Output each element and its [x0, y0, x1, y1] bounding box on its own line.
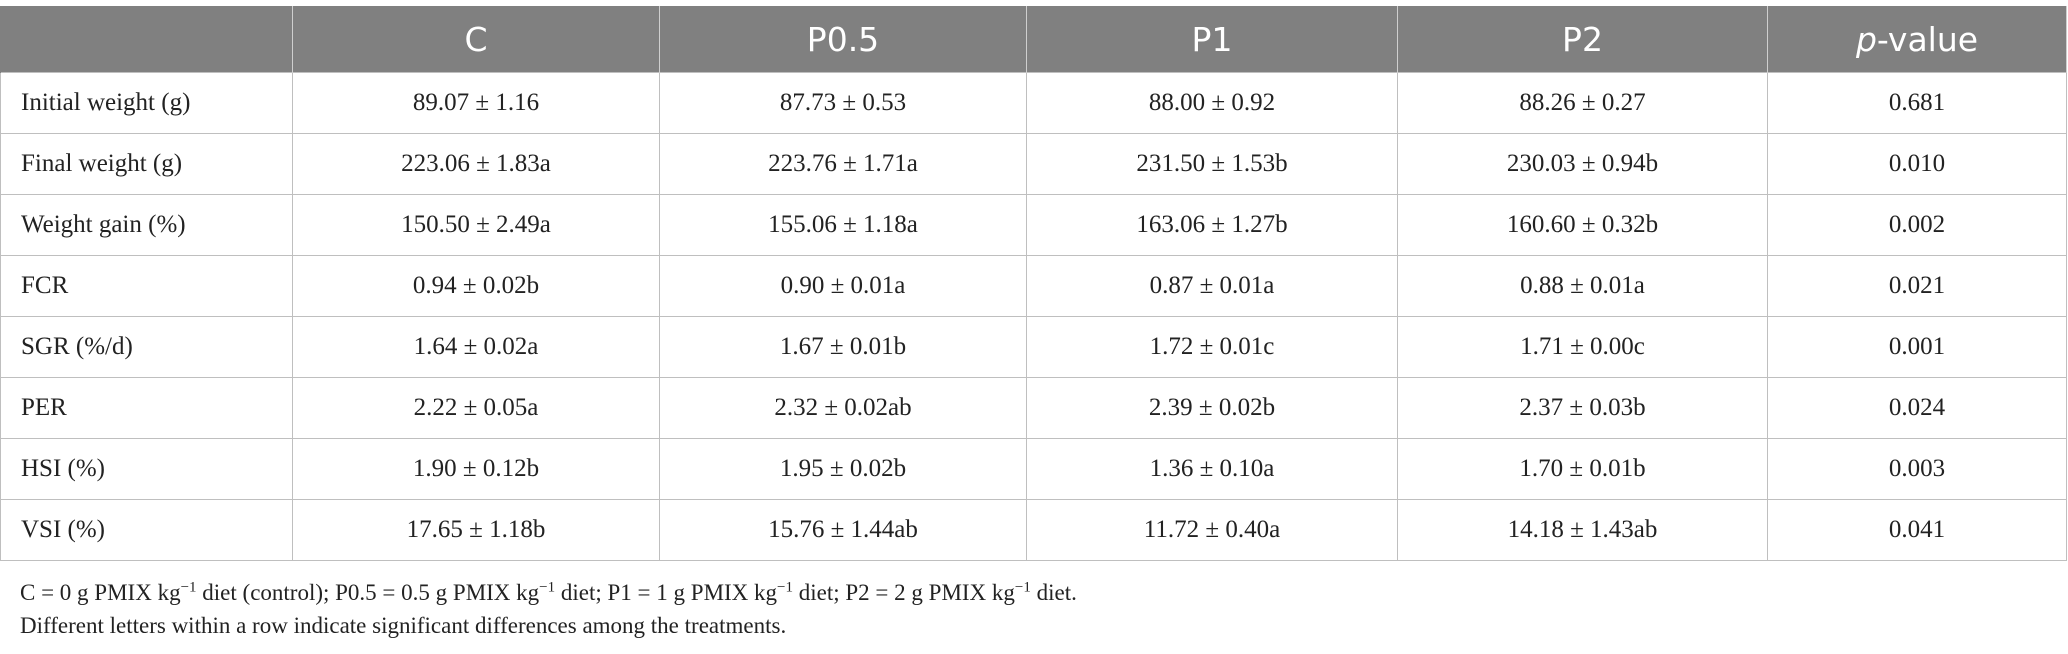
- header-p-suffix: -value: [1876, 19, 1979, 59]
- footnote-seg-c: C = 0 g PMIX kg: [20, 580, 181, 605]
- footnote-exponent: −1: [777, 579, 794, 596]
- header-row: C P0.5 P1 P2 p-value: [0, 6, 2067, 73]
- cell-p05: 87.73 ± 0.53: [659, 72, 1027, 134]
- row-label: Weight gain (%): [0, 194, 293, 256]
- cell-c: 1.90 ± 0.12b: [292, 438, 660, 500]
- cell-p05: 0.90 ± 0.01a: [659, 255, 1027, 317]
- cell-p2: 0.88 ± 0.01a: [1397, 255, 1768, 317]
- cell-p2: 88.26 ± 0.27: [1397, 72, 1768, 134]
- table-row: Weight gain (%) 150.50 ± 2.49a 155.06 ± 1.…: [0, 194, 2067, 256]
- cell-p2: 1.71 ± 0.00c: [1397, 316, 1768, 378]
- table-row: FCR 0.94 ± 0.02b 0.90 ± 0.01a 0.87 ± 0.01a 0…: [0, 255, 2067, 317]
- footnote-seg-p2: diet; P2 = 2 g PMIX kg: [793, 580, 1015, 605]
- row-label: FCR: [0, 255, 293, 317]
- cell-c: 89.07 ± 1.16: [292, 72, 660, 134]
- cell-p2: 2.37 ± 0.03b: [1397, 377, 1768, 439]
- cell-c: 223.06 ± 1.83a: [292, 133, 660, 195]
- row-label: SGR (%/d): [0, 316, 293, 378]
- cell-p-value: 0.002: [1767, 194, 2067, 256]
- cell-p1: 1.72 ± 0.01c: [1026, 316, 1398, 378]
- cell-p1: 1.36 ± 0.10a: [1026, 438, 1398, 500]
- table-row: VSI (%) 17.65 ± 1.18b 15.76 ± 1.44ab 11.72 …: [0, 499, 2067, 561]
- cell-p2: 14.18 ± 1.43ab: [1397, 499, 1768, 561]
- header-p05: P0.5: [659, 6, 1027, 73]
- cell-p05: 1.67 ± 0.01b: [659, 316, 1027, 378]
- cell-p05: 223.76 ± 1.71a: [659, 133, 1027, 195]
- table-row: PER 2.22 ± 0.05a 2.32 ± 0.02ab 2.39 ± 0.02b…: [0, 377, 2067, 439]
- cell-p05: 2.32 ± 0.02ab: [659, 377, 1027, 439]
- header-p2: P2: [1397, 6, 1768, 73]
- footnote-seg-p05: diet (control); P0.5 = 0.5 g PMIX kg: [196, 580, 540, 605]
- row-label: PER: [0, 377, 293, 439]
- cell-c: 17.65 ± 1.18b: [292, 499, 660, 561]
- footnote-seg-end: diet.: [1030, 580, 1077, 605]
- cell-p2: 230.03 ± 0.94b: [1397, 133, 1768, 195]
- cell-p05: 15.76 ± 1.44ab: [659, 499, 1027, 561]
- cell-p-value: 0.681: [1767, 72, 2067, 134]
- table-row: Final weight (g) 223.06 ± 1.83a 223.76 ± 1…: [0, 133, 2067, 195]
- cell-p1: 2.39 ± 0.02b: [1026, 377, 1398, 439]
- cell-p-value: 0.003: [1767, 438, 2067, 500]
- cell-c: 150.50 ± 2.49a: [292, 194, 660, 256]
- cell-p-value: 0.024: [1767, 377, 2067, 439]
- cell-p-value: 0.041: [1767, 499, 2067, 561]
- cell-p2: 1.70 ± 0.01b: [1397, 438, 1768, 500]
- cell-c: 0.94 ± 0.02b: [292, 255, 660, 317]
- footnote-exponent: −1: [180, 579, 197, 596]
- results-table: C P0.5 P1 P2 p-value Initial weight (g) 8…: [0, 6, 2067, 561]
- cell-p1: 231.50 ± 1.53b: [1026, 133, 1398, 195]
- table-body: Initial weight (g) 89.07 ± 1.16 87.73 ± 0.…: [0, 72, 2067, 561]
- header-p-value: p-value: [1767, 6, 2067, 73]
- footnote-significance: Different letters within a row indicate …: [20, 613, 787, 638]
- cell-p1: 0.87 ± 0.01a: [1026, 255, 1398, 317]
- header-p-letter: p: [1855, 19, 1877, 59]
- header-empty: [0, 6, 293, 73]
- cell-c: 2.22 ± 0.05a: [292, 377, 660, 439]
- cell-p05: 155.06 ± 1.18a: [659, 194, 1027, 256]
- row-label: VSI (%): [0, 499, 293, 561]
- cell-p1: 11.72 ± 0.40a: [1026, 499, 1398, 561]
- cell-p-value: 0.021: [1767, 255, 2067, 317]
- table-footnotes: C = 0 g PMIX kg−1 diet (control); P0.5 =…: [20, 576, 1077, 642]
- footnote-exponent: −1: [1014, 579, 1031, 596]
- footnote-seg-p1: diet; P1 = 1 g PMIX kg: [555, 580, 778, 605]
- row-label: Final weight (g): [0, 133, 293, 195]
- cell-p2: 160.60 ± 0.32b: [1397, 194, 1768, 256]
- table-row: Initial weight (g) 89.07 ± 1.16 87.73 ± 0.…: [0, 72, 2067, 134]
- row-label: Initial weight (g): [0, 72, 293, 134]
- cell-p1: 163.06 ± 1.27b: [1026, 194, 1398, 256]
- row-label: HSI (%): [0, 438, 293, 500]
- cell-p05: 1.95 ± 0.02b: [659, 438, 1027, 500]
- table-row: HSI (%) 1.90 ± 0.12b 1.95 ± 0.02b 1.36 ± 0.…: [0, 438, 2067, 500]
- cell-c: 1.64 ± 0.02a: [292, 316, 660, 378]
- header-c: C: [292, 6, 660, 73]
- cell-p1: 88.00 ± 0.92: [1026, 72, 1398, 134]
- table-container: C P0.5 P1 P2 p-value Initial weight (g) 8…: [0, 6, 2067, 561]
- footnote-exponent: −1: [539, 579, 556, 596]
- table-header: C P0.5 P1 P2 p-value: [0, 6, 2067, 73]
- header-p1: P1: [1026, 6, 1398, 73]
- cell-p-value: 0.001: [1767, 316, 2067, 378]
- cell-p-value: 0.010: [1767, 133, 2067, 195]
- footnote-definitions: C = 0 g PMIX kg−1 diet (control); P0.5 =…: [20, 576, 1077, 609]
- table-row: SGR (%/d) 1.64 ± 0.02a 1.67 ± 0.01b 1.72 ± …: [0, 316, 2067, 378]
